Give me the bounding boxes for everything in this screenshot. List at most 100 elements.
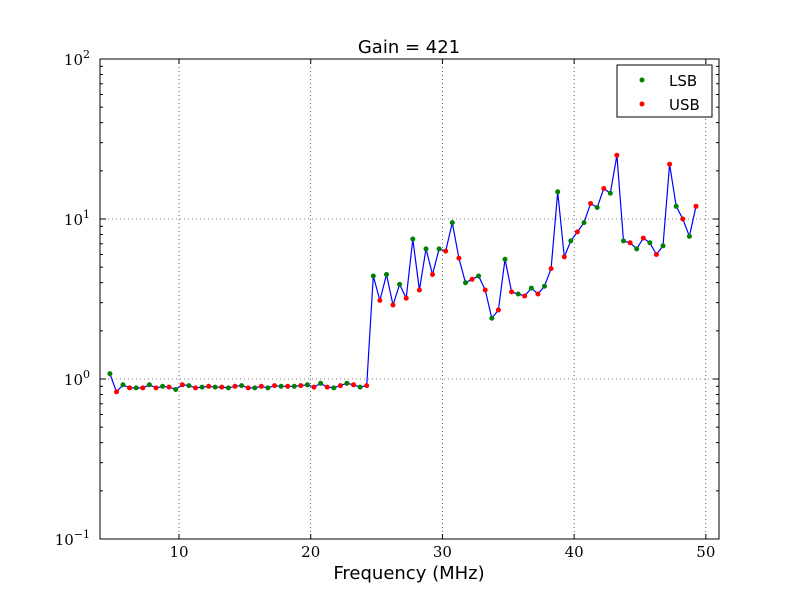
data-point-usb xyxy=(258,383,264,389)
data-point-lsb xyxy=(318,380,324,386)
data-point-lsb xyxy=(489,315,495,321)
data-point-usb xyxy=(588,201,594,206)
y-tick-base: 10 xyxy=(64,211,83,229)
data-point-lsb xyxy=(120,382,126,388)
data-point-usb xyxy=(179,382,185,388)
y-tick-exponent: 1 xyxy=(83,208,90,221)
legend-marker-usb xyxy=(639,101,645,107)
data-point-lsb xyxy=(265,385,271,391)
data-point-usb xyxy=(416,287,422,293)
data-point-usb xyxy=(574,229,580,235)
chart-title: Gain = 421 xyxy=(358,37,460,58)
legend-marker-lsb xyxy=(639,77,645,83)
data-point-usb xyxy=(601,186,607,191)
y-tick-exponent: 2 xyxy=(83,48,90,61)
data-point-lsb xyxy=(568,238,574,244)
data-point-usb xyxy=(614,152,620,158)
data-point-usb xyxy=(640,235,646,241)
data-point-lsb xyxy=(476,273,482,279)
data-point-usb xyxy=(219,384,225,390)
data-point-lsb xyxy=(581,220,587,226)
data-point-lsb xyxy=(344,380,350,386)
data-point-lsb xyxy=(660,243,666,249)
data-point-lsb xyxy=(278,383,284,389)
data-point-usb xyxy=(193,385,198,391)
data-point-lsb xyxy=(528,285,534,291)
y-tick-exponent: −1 xyxy=(74,528,90,541)
data-point-usb xyxy=(298,383,304,389)
data-point-usb xyxy=(285,383,291,389)
data-point-usb xyxy=(495,307,501,313)
data-point-lsb xyxy=(594,205,600,210)
data-point-lsb xyxy=(252,385,258,391)
data-point-usb xyxy=(430,272,435,277)
data-point-lsb xyxy=(686,233,692,239)
data-point-usb xyxy=(272,383,277,389)
data-point-usb xyxy=(482,287,488,293)
data-point-usb xyxy=(324,384,330,390)
grid-lines xyxy=(100,59,719,539)
legend: LSB USB xyxy=(616,64,713,118)
data-point-usb xyxy=(561,254,567,260)
data-point-usb xyxy=(351,382,356,388)
x-axis-label: Frequency (MHz) xyxy=(333,563,484,584)
data-point-usb xyxy=(469,276,475,282)
data-point-usb xyxy=(232,383,238,389)
data-point-lsb xyxy=(357,384,363,390)
data-point-lsb xyxy=(515,291,521,297)
data-point-usb xyxy=(653,252,659,257)
data-point-usb xyxy=(456,255,462,261)
data-point-lsb xyxy=(607,190,613,196)
y-tick-exponent: 0 xyxy=(83,368,90,381)
data-point-usb xyxy=(127,385,133,391)
data-point-usb xyxy=(680,216,686,222)
x-tick-label: 30 xyxy=(433,543,452,561)
data-line-layer xyxy=(109,155,697,394)
data-point-lsb xyxy=(107,371,113,377)
data-point-lsb xyxy=(410,236,416,242)
data-point-lsb xyxy=(239,383,245,389)
data-point-lsb xyxy=(199,384,205,390)
data-point-lsb xyxy=(423,246,429,252)
y-tick-label: 102 xyxy=(64,48,90,69)
data-point-usb xyxy=(548,266,554,272)
data-point-usb xyxy=(667,161,673,167)
x-tick-label: 20 xyxy=(301,543,320,561)
data-point-usb xyxy=(206,383,212,389)
y-tick-label: 100 xyxy=(64,368,90,389)
data-point-usb xyxy=(693,203,699,209)
x-tick-label: 40 xyxy=(565,543,584,561)
y-tick-label: 10−1 xyxy=(55,528,90,549)
data-point-usb xyxy=(522,293,528,299)
data-point-usb xyxy=(509,289,515,295)
legend-label-usb: USB xyxy=(669,96,700,114)
data-point-usb xyxy=(535,291,541,297)
series-line xyxy=(109,155,697,394)
data-point-usb xyxy=(627,240,633,246)
data-point-usb xyxy=(390,302,396,308)
data-point-usb xyxy=(443,248,449,254)
data-point-lsb xyxy=(186,383,192,389)
plot-frame xyxy=(99,58,720,540)
data-point-usb xyxy=(364,383,370,389)
x-tick-label: 50 xyxy=(696,543,715,561)
data-point-lsb xyxy=(463,280,468,286)
data-point-lsb xyxy=(370,273,376,279)
data-point-usb xyxy=(311,384,317,390)
data-point-lsb xyxy=(384,272,389,277)
y-tick-base: 10 xyxy=(64,371,83,389)
data-point-lsb xyxy=(397,281,403,287)
x-tick-label: 10 xyxy=(169,543,188,561)
data-point-usb xyxy=(377,297,383,303)
data-point-lsb xyxy=(673,203,679,209)
data-point-usb xyxy=(245,385,251,391)
data-point-usb xyxy=(114,389,119,395)
data-point-lsb xyxy=(212,384,218,390)
data-point-lsb xyxy=(304,382,310,388)
data-point-lsb xyxy=(225,385,231,391)
data-point-lsb xyxy=(291,383,297,389)
data-point-lsb xyxy=(555,189,561,195)
data-point-lsb xyxy=(133,385,139,391)
data-point-lsb xyxy=(436,246,442,252)
